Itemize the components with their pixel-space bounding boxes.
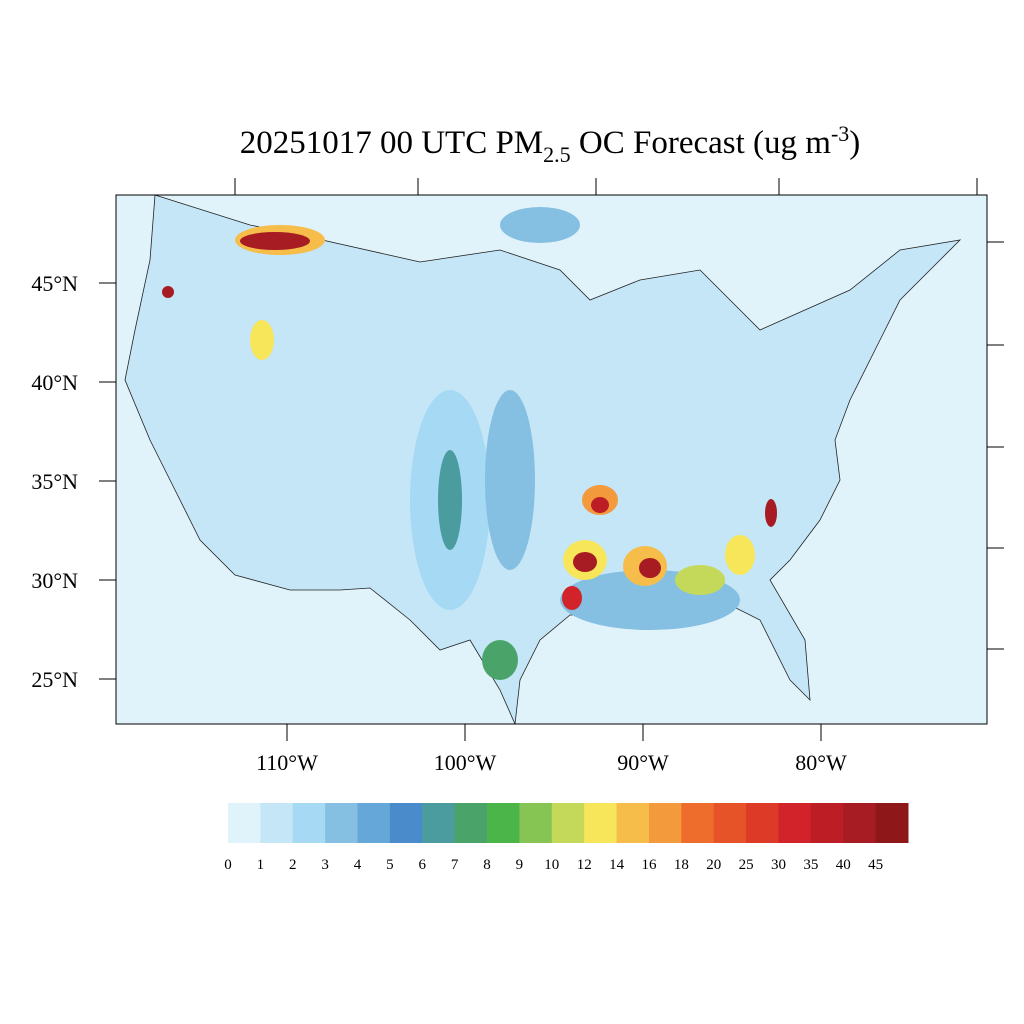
colorbar-label: 6 [419,857,427,873]
colorbar-box [681,803,715,843]
colorbar-box [422,803,456,843]
colorbar-box [746,803,779,843]
colorbar-label: 3 [321,857,329,873]
colorbar-box [519,803,553,843]
map-frame [115,194,988,725]
colorbar-label: 12 [577,857,592,873]
colorbar-label: 9 [516,857,524,873]
colorbar-box [810,803,844,843]
lat-label: 40°N [31,370,78,395]
colorbar-label: 35 [803,857,818,873]
colorbar-label: 5 [386,857,394,873]
colorbar-box [292,803,326,843]
colorbar-label: 0 [224,857,232,873]
colorbar-box [260,803,294,843]
colorbar-box [228,803,261,843]
colorbar-box [389,803,423,843]
lon-label: 110°W [256,750,318,775]
title-main: 20251017 00 UTC PM [240,125,543,161]
map-field [116,195,987,724]
colorbar-label: 7 [451,857,459,873]
colorbar-label: 40 [836,857,851,873]
colorbar-label: 25 [739,857,754,873]
lon-label: 100°W [434,750,497,775]
colorbar-box [616,803,650,843]
colorbar-label: 10 [544,857,559,873]
colorbar-label: 30 [771,857,786,873]
frame-ticks [234,178,1004,650]
colorbar-label: 14 [609,857,625,873]
lat-label: 45°N [31,271,78,296]
colorbar-label: 16 [641,857,657,873]
colorbar-label: 4 [354,857,362,873]
colorbar-label: 18 [674,857,689,873]
colorbar-box [454,803,488,843]
colorbar-box [843,803,877,843]
lon-label: 90°W [617,750,669,775]
colorbar-label: 1 [257,857,265,873]
lat-label: 35°N [31,469,78,494]
title-sub: 2.5 [543,142,571,167]
colorbar-box [357,803,391,843]
title-sup: -3 [831,121,849,146]
lon-label: 80°W [795,750,847,775]
colorbar-box [875,803,909,843]
colorbar-box [648,803,682,843]
colorbar-box [487,803,520,843]
colorbar-box [551,803,585,843]
title-rest: OC Forecast (ug m [571,125,832,161]
colorbar-box [778,803,812,843]
title-end: ) [849,125,860,161]
colorbar-label: 45 [868,857,883,873]
colorbar-label: 8 [483,857,491,873]
lat-label: 30°N [31,568,78,593]
colorbar-box [713,803,747,843]
colorbar-box [325,803,359,843]
lat-label: 25°N [31,667,78,692]
colorbar-label: 20 [706,857,721,873]
title: 20251017 00 UTC PM2.5 OC Forecast (ug m-… [240,121,861,167]
colorbar-box [584,803,618,843]
colorbar-label: 2 [289,857,297,873]
